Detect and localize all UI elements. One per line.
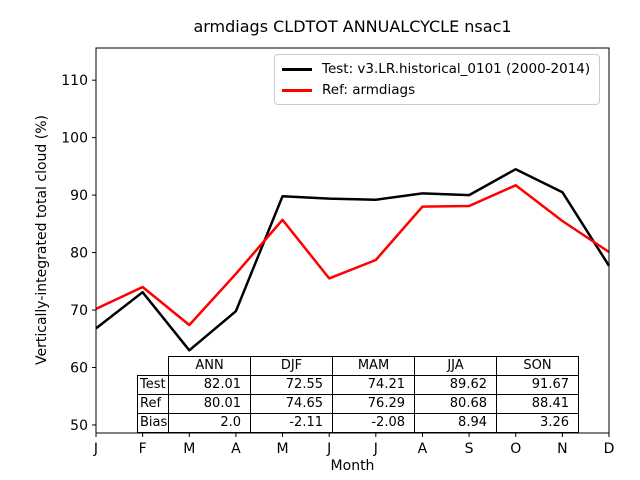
x-axis-label: Month — [330, 458, 375, 474]
stats-table-row-header: Ref — [137, 394, 169, 414]
x-tick-label: J — [373, 441, 378, 457]
stats-table-cell: -2.08 — [332, 413, 415, 433]
legend-label-ref: Ref: armdiags — [322, 82, 416, 98]
y-tick-label: 70 — [70, 303, 88, 319]
stats-table-cell: 89.62 — [414, 375, 497, 395]
stats-table-col-header: MAM — [332, 356, 415, 376]
stats-table-cell: 74.21 — [332, 375, 415, 395]
y-tick-label: 110 — [61, 73, 88, 89]
legend-label-test: Test: v3.LR.historical_0101 (2000-2014) — [322, 61, 591, 77]
stats-table-cell: 82.01 — [168, 375, 251, 395]
stats-table-row-header: Bias — [137, 413, 169, 433]
stats-table-cell: -2.11 — [250, 413, 333, 433]
x-tick-label: A — [231, 441, 241, 457]
stats-table-col-header: ANN — [168, 356, 251, 376]
x-tick-label: O — [510, 441, 521, 457]
y-tick-label: 50 — [70, 418, 88, 434]
stats-table-col-header: DJF — [250, 356, 333, 376]
x-tick-label: N — [557, 441, 567, 457]
stats-table-cell: 91.67 — [496, 375, 579, 395]
stats-table-col-header: SON — [496, 356, 579, 376]
y-tick-label: 90 — [70, 188, 88, 204]
stats-table-col-header: JJA — [414, 356, 497, 376]
stats-table-cell: 72.55 — [250, 375, 333, 395]
legend-entry-test: Test: v3.LR.historical_0101 (2000-2014) — [282, 60, 590, 78]
stats-table-cell: 80.01 — [168, 394, 251, 414]
chart-title: armdiags CLDTOT ANNUALCYCLE nsac1 — [193, 17, 512, 36]
y-axis-label: Vertically-integrated total cloud (%) — [34, 115, 50, 365]
x-tick-label: M — [276, 441, 288, 457]
y-tick-label: 80 — [70, 246, 88, 262]
x-tick-label: M — [183, 441, 195, 457]
ref-line-swatch — [282, 88, 312, 92]
stats-table-row-header: Test — [137, 375, 169, 395]
x-tick-label: A — [418, 441, 428, 457]
x-tick-label: J — [93, 441, 98, 457]
series-line-ref — [95, 184, 610, 327]
x-tick-label: D — [604, 441, 615, 457]
x-tick-label: J — [326, 441, 331, 457]
legend: Test: v3.LR.historical_0101 (2000-2014) … — [274, 54, 601, 105]
stats-table-cell: 76.29 — [332, 394, 415, 414]
stats-table-corner — [138, 357, 169, 376]
x-tick-label: F — [139, 441, 147, 457]
test-line-swatch — [282, 67, 312, 71]
legend-entry-ref: Ref: armdiags — [282, 81, 590, 99]
stats-table-cell: 2.0 — [168, 413, 251, 433]
stats-table-cell: 80.68 — [414, 394, 497, 414]
y-tick-label: 60 — [70, 360, 88, 376]
stats-table-cell: 8.94 — [414, 413, 497, 433]
y-tick-label: 100 — [61, 131, 88, 147]
x-tick-label: S — [465, 441, 474, 457]
stats-table: ANN DJF MAM JJA SON Test 82.01 72.55 74.21 89.62 9… — [137, 356, 579, 433]
stats-table-cell: 74.65 — [250, 394, 333, 414]
stats-table-cell: 88.41 — [496, 394, 579, 414]
plot-border — [95, 47, 610, 434]
stats-table-cell: 3.26 — [496, 413, 579, 433]
series-line-test — [95, 167, 611, 352]
